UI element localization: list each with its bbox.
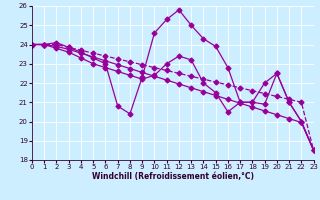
X-axis label: Windchill (Refroidissement éolien,°C): Windchill (Refroidissement éolien,°C) [92, 172, 254, 181]
